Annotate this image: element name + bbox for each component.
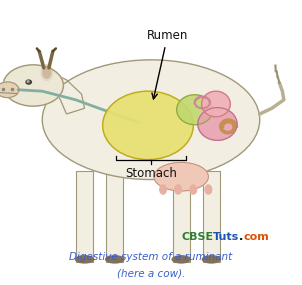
- Ellipse shape: [202, 91, 230, 117]
- Ellipse shape: [26, 80, 31, 84]
- Ellipse shape: [76, 256, 94, 263]
- Ellipse shape: [103, 91, 193, 160]
- Ellipse shape: [0, 82, 19, 97]
- Ellipse shape: [41, 65, 53, 81]
- Ellipse shape: [27, 81, 29, 82]
- Ellipse shape: [106, 256, 124, 263]
- Text: (here a cow).: (here a cow).: [117, 268, 185, 279]
- Polygon shape: [203, 171, 220, 262]
- Text: CBSE: CBSE: [181, 231, 213, 242]
- Ellipse shape: [160, 185, 166, 194]
- Ellipse shape: [190, 185, 197, 194]
- Text: .: .: [239, 231, 243, 242]
- Text: com: com: [243, 231, 269, 242]
- Text: Tuts: Tuts: [213, 231, 239, 242]
- Ellipse shape: [43, 67, 51, 78]
- Ellipse shape: [154, 162, 208, 191]
- Ellipse shape: [177, 95, 213, 125]
- Ellipse shape: [172, 256, 190, 263]
- Text: Digestive system of a ruminant: Digestive system of a ruminant: [69, 251, 233, 262]
- Ellipse shape: [198, 108, 237, 141]
- Ellipse shape: [175, 185, 182, 194]
- Ellipse shape: [205, 185, 212, 194]
- Ellipse shape: [202, 256, 220, 263]
- Text: Rumen: Rumen: [147, 29, 188, 99]
- Ellipse shape: [3, 65, 63, 106]
- Polygon shape: [173, 171, 190, 262]
- Ellipse shape: [42, 60, 260, 180]
- Polygon shape: [106, 171, 123, 262]
- Text: Stomach: Stomach: [125, 167, 177, 180]
- Polygon shape: [45, 74, 85, 114]
- Polygon shape: [76, 171, 93, 262]
